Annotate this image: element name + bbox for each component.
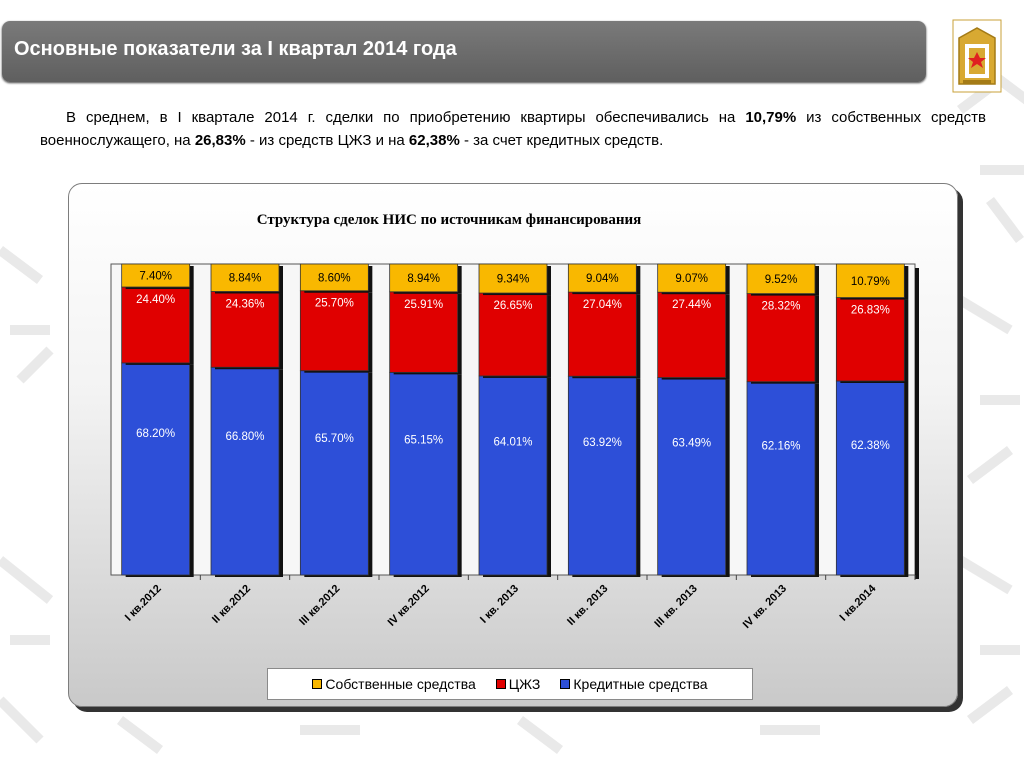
- bar-czhz-5: [478, 292, 548, 377]
- intro-paragraph: В среднем, в I квартале 2014 г. сделки п…: [40, 106, 986, 152]
- data-label-own-5: 9.34%: [497, 274, 530, 286]
- bar-own-2: [210, 263, 280, 292]
- bar-credit-8: [746, 381, 816, 576]
- intro-text-2: из собственных средств военнослужащего, …: [40, 109, 986, 149]
- emblem-logo: [952, 19, 1002, 93]
- bar-czhz-2: [210, 291, 280, 368]
- plot-area-shadow: [915, 268, 919, 579]
- intro-text-1: В среднем, в I квартале 2014 г. сделки п…: [66, 109, 746, 126]
- data-label-own-8: 9.52%: [765, 274, 798, 286]
- data-label-credit-5: 64.01%: [493, 437, 532, 449]
- x-tick-label-3: III кв.2012: [297, 583, 342, 628]
- data-label-czhz-6: 27.04%: [583, 299, 622, 311]
- bar-czhz-1: [121, 286, 191, 364]
- legend-label-credit: Кредитные средства: [573, 676, 708, 692]
- bar-credit-7: [657, 377, 727, 576]
- bar-own-7: [657, 263, 727, 293]
- data-label-credit-2: 66.80%: [225, 431, 264, 443]
- intro-text-4: - за счет кредитных средств.: [459, 132, 664, 149]
- credit-value: 62,38%: [408, 132, 460, 149]
- data-label-own-2: 8.84%: [229, 273, 262, 285]
- x-tick-label-8: IV кв. 2013: [741, 583, 789, 631]
- x-tick-label-5: I кв. 2013: [478, 583, 521, 626]
- data-label-credit-4: 65.15%: [404, 434, 443, 446]
- data-label-own-9: 10.79%: [851, 276, 890, 288]
- data-label-own-7: 9.07%: [675, 273, 708, 285]
- x-tick-label-7: III кв. 2013: [652, 583, 699, 630]
- czhz-value: 26,83%: [194, 132, 246, 149]
- stacked-bar-chart: 68.20% 24.40% 7.40% I кв.2012 66.80% 24.36% 8.…: [110, 263, 919, 631]
- bar-credit-5: [478, 375, 548, 576]
- legend-swatch-credit: [560, 679, 571, 689]
- bar-czhz-9: [835, 297, 905, 382]
- x-tick-label-6: II кв. 2013: [565, 583, 610, 628]
- legend-item-own: Собственные средства: [312, 676, 476, 692]
- bar-own-8: [746, 263, 816, 295]
- legend-label-own: Собственные средства: [325, 676, 476, 692]
- data-label-czhz-9: 26.83%: [851, 305, 890, 317]
- data-label-czhz-5: 26.65%: [493, 300, 532, 312]
- x-tick-label-4: IV кв.2012: [386, 583, 432, 629]
- bar-own-9: [835, 263, 905, 298]
- bar-credit-9: [835, 380, 905, 576]
- legend-item-czhz: ЦЖЗ: [495, 676, 541, 692]
- data-label-credit-8: 62.16%: [761, 440, 800, 452]
- intro-text-3: - из средств ЦЖЗ и на: [245, 132, 409, 149]
- bar-credit-2: [210, 366, 280, 576]
- page-title: Основные показатели за I квартал 2014 го…: [14, 38, 457, 60]
- own-funds-value: 10,79%: [745, 109, 797, 126]
- legend-swatch-czhz: [495, 679, 506, 689]
- data-label-credit-1: 68.20%: [136, 428, 175, 440]
- data-label-own-6: 9.04%: [586, 273, 619, 285]
- bar-credit-1: [121, 362, 191, 576]
- data-label-credit-7: 63.49%: [672, 438, 711, 450]
- bar-credit-3: [299, 370, 369, 576]
- bar-credit-4: [389, 371, 459, 576]
- bar-own-3: [299, 263, 369, 292]
- data-label-czhz-2: 24.36%: [225, 298, 264, 310]
- chart-title: Структура сделок НИС по источникам финан…: [256, 212, 642, 228]
- x-tick-label-1: I кв.2012: [123, 583, 164, 624]
- data-label-own-4: 8.94%: [407, 273, 440, 285]
- data-label-own-1: 7.40%: [139, 271, 172, 283]
- chart-legend: Собственные средства ЦЖЗ Кредитные средств…: [267, 668, 753, 700]
- bar-czhz-7: [657, 291, 727, 378]
- bar-own-1: [121, 263, 191, 288]
- data-label-credit-6: 63.92%: [583, 437, 622, 449]
- bar-credit-6: [567, 375, 637, 576]
- legend-swatch-own: [312, 679, 323, 689]
- data-label-czhz-1: 24.40%: [136, 294, 175, 306]
- data-label-czhz-8: 28.32%: [761, 301, 800, 313]
- x-tick-label-2: II кв.2012: [210, 583, 253, 626]
- bar-czhz-4: [389, 291, 459, 373]
- bar-czhz-3: [299, 290, 369, 372]
- data-label-credit-3: 65.70%: [315, 433, 354, 445]
- bar-czhz-8: [746, 293, 816, 383]
- data-label-czhz-3: 25.70%: [315, 298, 354, 310]
- data-label-own-3: 8.60%: [318, 272, 351, 284]
- x-tick-label-9: I кв.2014: [837, 582, 879, 624]
- bar-own-4: [389, 263, 459, 293]
- legend-label-czhz: ЦЖЗ: [508, 676, 541, 692]
- legend-item-credit: Кредитные средства: [560, 676, 708, 692]
- bar-czhz-6: [567, 291, 637, 377]
- bar-own-6: [567, 263, 637, 293]
- data-label-credit-9: 62.38%: [851, 440, 890, 452]
- data-label-czhz-4: 25.91%: [404, 299, 443, 311]
- bar-own-5: [478, 263, 548, 294]
- data-label-czhz-7: 27.44%: [672, 299, 711, 311]
- chart-panel: Структура сделок НИС по источникам финан…: [68, 183, 958, 707]
- header-bar: Основные показатели за I квартал 2014 го…: [2, 21, 926, 82]
